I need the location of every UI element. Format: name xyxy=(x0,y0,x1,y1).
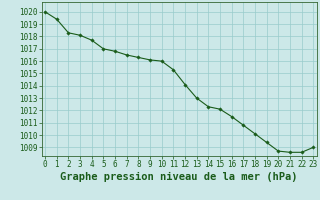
X-axis label: Graphe pression niveau de la mer (hPa): Graphe pression niveau de la mer (hPa) xyxy=(60,172,298,182)
